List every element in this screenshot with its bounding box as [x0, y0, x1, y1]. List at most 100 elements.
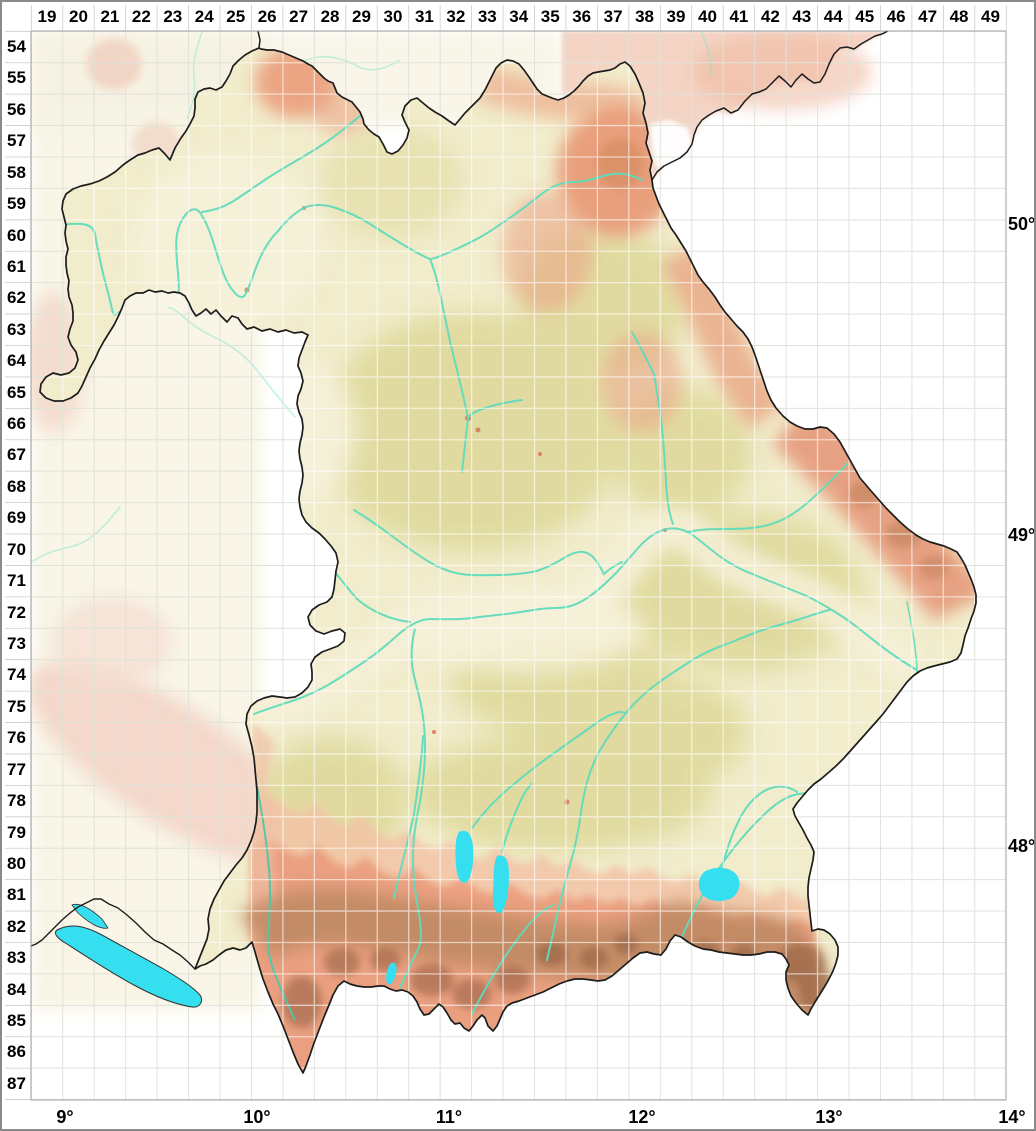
grid-column-label: 22: [131, 7, 151, 26]
river-wertach: [393, 735, 424, 899]
grid-column-label: 26: [257, 7, 277, 26]
grid-column-label: 19: [37, 7, 57, 26]
river-werra-washed: [301, 55, 401, 71]
grid-column-label: 28: [320, 7, 340, 26]
lake-starnberger-see: [492, 855, 509, 914]
grid-row-label: 58: [7, 162, 26, 182]
grid-row-label: 57: [7, 131, 26, 151]
longitude-label: 12°: [628, 1107, 656, 1127]
river-regen: [687, 463, 848, 533]
grid-column-label: 34: [509, 7, 529, 26]
river-pegnitz: [467, 399, 523, 419]
grid-column-label: 48: [949, 7, 969, 26]
grid-row-label: 87: [7, 1073, 26, 1093]
latitude-label: 49°: [1008, 525, 1036, 545]
grid-column-label: 45: [855, 7, 875, 26]
river-fulda-washed: [186, 31, 203, 119]
lake-bodensee: [54, 925, 203, 1008]
grid-column-label: 43: [792, 7, 812, 26]
grid-row-label: 66: [7, 414, 26, 434]
river-lech: [399, 628, 427, 989]
river-regnitz: [429, 258, 469, 419]
grid-column-label: 46: [886, 7, 906, 26]
grid-row-label: 77: [7, 759, 26, 779]
latitude-label: 48°: [1008, 836, 1036, 856]
grid-row-label: 64: [7, 351, 26, 371]
grid-column-label: 25: [226, 7, 246, 26]
grid-column-label: 37: [603, 7, 623, 26]
grid-row-label: 78: [7, 791, 26, 811]
river-naab: [653, 373, 674, 525]
longitude-label: 10°: [243, 1107, 271, 1127]
grid-column-label: 42: [760, 7, 780, 26]
grid-row-label: 54: [7, 37, 26, 56]
grid-row-label: 61: [7, 256, 26, 276]
river-iller: [248, 736, 296, 1021]
grid-column-label: 20: [69, 7, 88, 26]
grid-row-label: 71: [7, 571, 26, 591]
borders: [30, 30, 977, 1074]
grid-row-label: 62: [7, 288, 26, 308]
latitude-label: 50°: [1008, 214, 1036, 234]
grid-column-label: 49: [981, 7, 1000, 26]
grid-column-label: 39: [666, 7, 686, 26]
river-tauber-washed: [167, 307, 296, 418]
grid-row-label: 84: [7, 979, 26, 999]
border-bodensee-shore: [30, 898, 196, 970]
grid-row-label: 65: [7, 382, 26, 402]
grid-column-label: 21: [100, 7, 120, 26]
grid-column-label: 35: [540, 7, 560, 26]
river-isar: [546, 609, 831, 961]
grid-row-label: 59: [7, 194, 26, 214]
grid-row-label: 80: [7, 853, 26, 873]
grid-row-label: 73: [7, 633, 26, 653]
river-elster-washed: [701, 32, 712, 78]
border-hesse-thuringia: [257, 30, 261, 49]
grid-row-label: 81: [7, 885, 26, 905]
grid-row-label: 83: [7, 948, 26, 968]
grid-row-label: 74: [7, 665, 26, 685]
river-wuerm: [501, 783, 532, 853]
grid-row-label: 75: [7, 696, 26, 716]
river-rednitz: [461, 417, 469, 473]
grid-row-label: 72: [7, 602, 26, 622]
grid-row-label: 79: [7, 822, 26, 842]
lake-ammersee: [455, 830, 474, 883]
river-ilz: [906, 601, 918, 670]
river-jagst-washed: [31, 506, 121, 563]
lakes: [54, 830, 740, 1008]
grid-row-label: 56: [7, 99, 26, 119]
grid-column-label: 40: [698, 7, 717, 26]
grid-column-label: 30: [383, 7, 403, 26]
grid-row-label: 70: [7, 539, 26, 559]
border-czech-saxon: [651, 30, 889, 181]
grid-column-label: 44: [823, 7, 843, 26]
grid-row-label: 63: [7, 319, 26, 339]
grid-column-label: 23: [163, 7, 183, 26]
grid-column-label: 36: [572, 7, 592, 26]
grid-row-label: 76: [7, 728, 26, 748]
grid-column-label: 31: [414, 7, 434, 26]
river-naab-upper: [631, 331, 655, 375]
river-amper: [471, 710, 627, 829]
longitude-label: 13°: [815, 1107, 843, 1127]
grid-row-label: 67: [7, 445, 26, 465]
grid-column-label: 27: [289, 7, 309, 26]
grid-row-label: 85: [7, 1011, 26, 1031]
grid-column-label: 41: [729, 7, 749, 26]
grid-column-label: 33: [477, 7, 497, 26]
longitude-label: 14°: [998, 1107, 1026, 1127]
grid-row-label: 68: [7, 476, 26, 496]
longitude-label: 9°: [56, 1107, 74, 1127]
grid-row-label: 60: [7, 225, 26, 245]
grid-row-label: 69: [7, 508, 26, 528]
grid-column-label: 29: [352, 7, 371, 26]
lake-chiemsee: [698, 867, 740, 902]
grid-row-label: 55: [7, 68, 26, 88]
grid-row-label: 86: [7, 1042, 26, 1062]
longitude-label: 11°: [435, 1107, 463, 1127]
grid-column-label: 47: [918, 7, 938, 26]
